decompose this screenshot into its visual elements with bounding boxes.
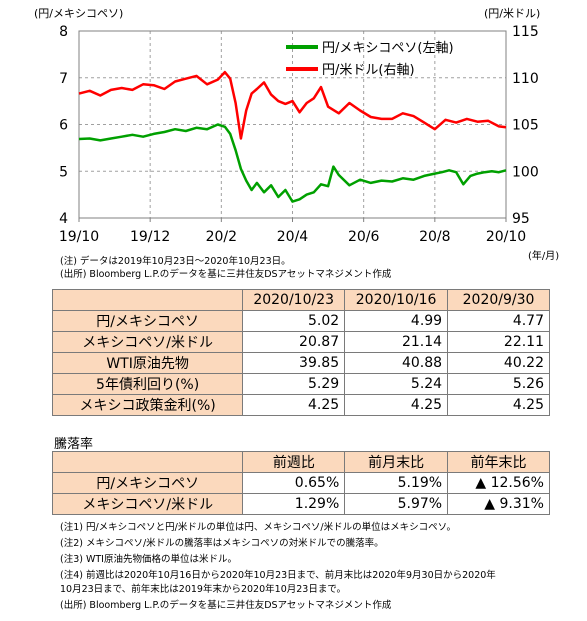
footnote: (注2) メキシコペソ/米ドルの騰落率はメキシコペソの対米ドルでの騰落率。 bbox=[60, 538, 384, 549]
table-corner-cell bbox=[51, 289, 244, 311]
left-axis-title: (円/メキシコペソ) bbox=[34, 7, 123, 20]
table-row: 円/メキシコペソ 0.65% 5.19% ▲ 12.56% bbox=[51, 472, 550, 494]
table-header-period: 前週比 bbox=[242, 451, 346, 473]
series-line-usd bbox=[78, 70, 507, 140]
left-tick-label: 5 bbox=[59, 164, 68, 180]
legend: 円/メキシコペソ(左軸) 円/米ドル(右軸) bbox=[286, 41, 454, 78]
cell-value: 5.97% bbox=[344, 493, 449, 515]
left-tick-label: 8 bbox=[59, 24, 68, 40]
cell-value: ▲ 9.31% bbox=[447, 493, 550, 515]
cell-value: 40.88 bbox=[344, 352, 449, 374]
footnote: (出所) Bloomberg L.P.のデータを基に三井住友DSアセットマネジメ… bbox=[60, 600, 392, 611]
left-tick-label: 7 bbox=[59, 71, 68, 87]
cell-value: 39.85 bbox=[242, 352, 346, 374]
x-axis-unit: (年/月) bbox=[528, 249, 559, 262]
cell-value: 22.11 bbox=[447, 331, 550, 353]
row-label: WTI原油先物 bbox=[51, 352, 244, 374]
cell-value: 4.25 bbox=[242, 394, 346, 416]
left-tick-label: 6 bbox=[59, 118, 68, 134]
table-header-row: 前週比 前月末比 前年末比 bbox=[51, 451, 550, 473]
rates-title: 騰落率 bbox=[54, 437, 94, 452]
x-tick-label: 19/12 bbox=[130, 229, 170, 245]
chart-note: (注) データは2019年10月23日～2020年10月23日。 bbox=[60, 256, 291, 267]
table-row: メキシコペソ/米ドル 20.87 21.14 22.11 bbox=[51, 331, 550, 353]
right-tick-label: 95 bbox=[512, 211, 530, 227]
table-row: メキシコペソ/米ドル 1.29% 5.97% ▲ 9.31% bbox=[51, 493, 550, 515]
legend-label-mxn: 円/メキシコペソ(左軸) bbox=[322, 41, 454, 56]
cell-value: 4.25 bbox=[447, 394, 550, 416]
change-rate-table: 前週比 前月末比 前年末比 円/メキシコペソ 0.65% 5.19% ▲ 12.… bbox=[51, 451, 550, 515]
left-tick-label: 4 bbox=[59, 211, 68, 227]
cell-value: 5.29 bbox=[242, 373, 346, 395]
x-tick-label: 20/10 bbox=[486, 229, 526, 245]
table-header-row: 2020/10/23 2020/10/16 2020/9/30 bbox=[51, 289, 550, 311]
cell-value: 1.29% bbox=[242, 493, 346, 515]
row-label: 5年債利回り(%) bbox=[51, 373, 244, 395]
right-tick-label: 110 bbox=[512, 71, 539, 87]
cell-value: 4.77 bbox=[447, 310, 550, 332]
row-label: 円/メキシコペソ bbox=[51, 310, 244, 332]
footnote: 10月23日まで、前年末比は2019年末から2020年10月23日まで。 bbox=[60, 584, 346, 595]
series-line-mxn bbox=[78, 123, 507, 203]
cell-value: ▲ 12.56% bbox=[447, 472, 550, 494]
table-header-date: 2020/10/23 bbox=[242, 289, 346, 311]
x-tick-label: 20/8 bbox=[419, 229, 450, 245]
table-header-date: 2020/9/30 bbox=[447, 289, 550, 311]
legend-label-usd: 円/米ドル(右軸) bbox=[322, 63, 415, 78]
right-tick-label: 100 bbox=[512, 164, 539, 180]
market-data-table: 2020/10/23 2020/10/16 2020/9/30 円/メキシコペソ… bbox=[51, 289, 550, 416]
table-header-period: 前年末比 bbox=[447, 451, 550, 473]
exchange-rate-chart: (円/メキシコペソ) (円/米ドル) 4 5 6 7 8 95 100 105 110 115 19… bbox=[34, 7, 559, 262]
cell-value: 5.24 bbox=[344, 373, 449, 395]
cell-value: 4.99 bbox=[344, 310, 449, 332]
table-header-period: 前月末比 bbox=[344, 451, 449, 473]
footnote: (注3) WTI原油先物価格の単位は米ドル。 bbox=[60, 554, 237, 565]
table-corner-cell bbox=[51, 451, 244, 473]
right-tick-label: 105 bbox=[512, 118, 539, 134]
table-row: WTI原油先物 39.85 40.88 40.22 bbox=[51, 352, 550, 374]
cell-value: 0.65% bbox=[242, 472, 346, 494]
cell-value: 5.02 bbox=[242, 310, 346, 332]
row-label: メキシコ政策金利(%) bbox=[51, 394, 244, 416]
x-tick-label: 20/2 bbox=[206, 229, 237, 245]
footnote: (注1) 円/メキシコペソと円/米ドルの単位は円、メキシコペソ/米ドルの単位はメ… bbox=[60, 522, 457, 533]
row-label: 円/メキシコペソ bbox=[51, 472, 244, 494]
footnote: (注4) 前週比は2020年10月16日から2020年10月23日まで、前月末比… bbox=[60, 570, 496, 581]
right-axis-title: (円/米ドル) bbox=[484, 7, 540, 20]
cell-value: 40.22 bbox=[447, 352, 550, 374]
table-header-date: 2020/10/16 bbox=[344, 289, 449, 311]
row-label: メキシコペソ/米ドル bbox=[51, 493, 244, 515]
cell-value: 5.26 bbox=[447, 373, 550, 395]
table-row: メキシコ政策金利(%) 4.25 4.25 4.25 bbox=[51, 394, 550, 416]
table-row: 5年債利回り(%) 5.29 5.24 5.26 bbox=[51, 373, 550, 395]
cell-value: 20.87 bbox=[242, 331, 346, 353]
cell-value: 5.19% bbox=[344, 472, 449, 494]
x-tick-label: 20/4 bbox=[277, 229, 309, 245]
row-label: メキシコペソ/米ドル bbox=[51, 331, 244, 353]
chart-source: (出所) Bloomberg L.P.のデータを基に三井住友DSアセットマネジメ… bbox=[60, 269, 392, 280]
table-row: 円/メキシコペソ 5.02 4.99 4.77 bbox=[51, 310, 550, 332]
x-tick-label: 19/10 bbox=[59, 229, 99, 245]
cell-value: 21.14 bbox=[344, 331, 449, 353]
x-tick-label: 20/6 bbox=[348, 229, 380, 245]
right-tick-label: 115 bbox=[512, 24, 539, 40]
cell-value: 4.25 bbox=[344, 394, 449, 416]
